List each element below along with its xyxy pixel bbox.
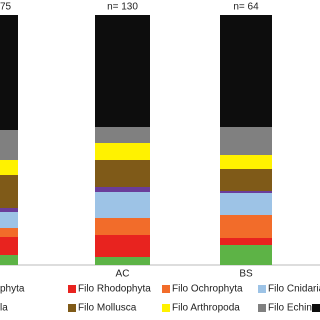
bar-segment <box>0 15 18 130</box>
legend-marker <box>312 304 320 312</box>
bar-segment <box>95 160 150 187</box>
legend-label: Filo Echinodermata <box>268 303 320 314</box>
legend-label: Filo Mollusca <box>78 303 137 314</box>
legend-marker <box>68 285 76 293</box>
legend-label: Filo Rhodophyta <box>78 284 151 295</box>
bar-segment <box>0 255 18 265</box>
bar-segment <box>95 143 150 160</box>
bar-segment <box>95 218 150 235</box>
legend-marker <box>68 304 76 312</box>
bar-segment <box>0 160 18 175</box>
legend-label: Filo Ochrophyta <box>172 284 243 295</box>
bar-segment <box>95 257 150 265</box>
bar-segment <box>0 212 18 228</box>
legend-marker <box>258 304 266 312</box>
bar-segment <box>0 130 18 160</box>
bar-segment <box>220 15 272 127</box>
bar-segment <box>220 193 272 215</box>
legend-marker <box>162 285 170 293</box>
legend-label: phyta <box>0 284 25 295</box>
bar-segment <box>0 237 18 255</box>
bar-segment <box>95 15 150 127</box>
bar-segment <box>220 169 272 191</box>
bar-segment <box>220 215 272 238</box>
x-tick-label: AC <box>116 269 130 280</box>
annotation: n= 130 <box>107 2 138 13</box>
annotation: n= 64 <box>233 2 259 13</box>
bar-segment <box>95 127 150 143</box>
bar-segment <box>220 245 272 265</box>
bar-segment <box>0 228 18 237</box>
bar-segment <box>95 187 150 192</box>
bar-segment <box>220 155 272 169</box>
bar-segment <box>0 208 18 212</box>
legend-label: Filo Cnidaria <box>268 284 320 295</box>
bar-segment <box>95 192 150 218</box>
legend-label: Filo Arthropoda <box>172 303 240 314</box>
x-tick-label: BS <box>239 269 253 280</box>
legend-marker <box>258 285 266 293</box>
bar-segment <box>220 238 272 245</box>
bar-segment <box>220 127 272 155</box>
bar-segment <box>95 235 150 257</box>
bar-segment <box>0 175 18 208</box>
annotation: 75 <box>0 2 12 13</box>
bar-segment <box>220 191 272 193</box>
legend-marker <box>162 304 170 312</box>
legend-label: la <box>0 303 8 314</box>
